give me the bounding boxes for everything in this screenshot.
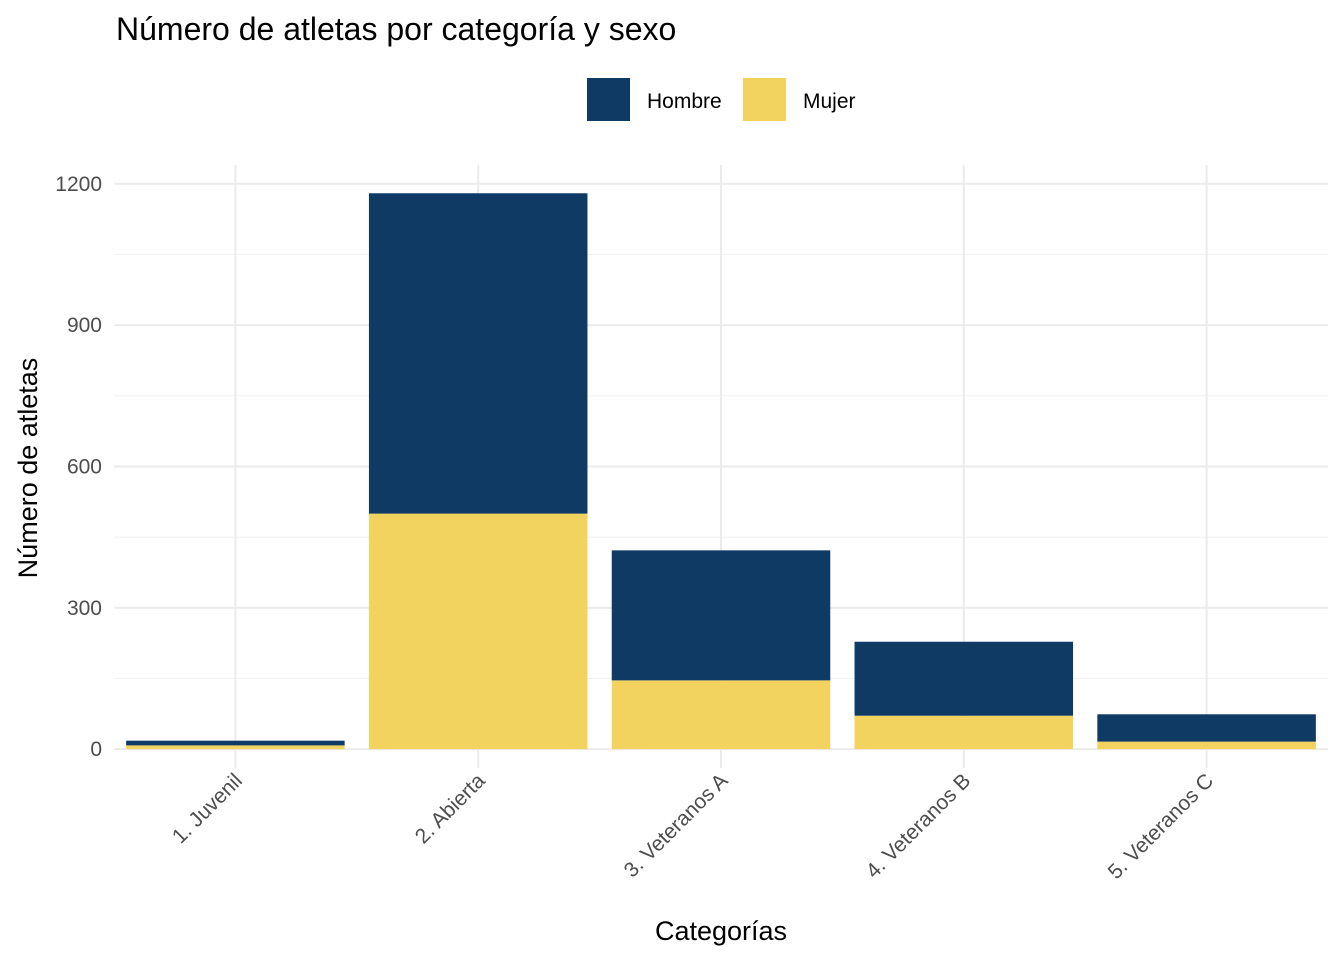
bar-mujer-1 — [126, 745, 345, 750]
legend-label-hombre: Hombre — [647, 90, 722, 113]
legend-key-hombre — [587, 78, 630, 121]
y-tick-label: 900 — [67, 314, 102, 337]
bar-hombre-2 — [368, 193, 588, 514]
x-tick-label: 4. Veteranos B — [862, 769, 976, 883]
x-axis-ticks: 1. Juvenil 2. Abierta 3. Veteranos A 4. Vet… — [168, 769, 1218, 884]
bar-hombre-4 — [854, 641, 1074, 716]
y-tick-label: 0 — [90, 738, 102, 761]
bar-hombre-5 — [1097, 714, 1316, 742]
bars-layer — [126, 193, 1316, 750]
y-tick-label: 600 — [67, 456, 102, 479]
y-tick-label: 1200 — [55, 173, 102, 196]
bar-hombre-1 — [126, 740, 345, 746]
legend: Hombre Mujer — [587, 78, 856, 121]
bar-mujer-2 — [368, 513, 588, 750]
bar-hombre-3 — [611, 550, 831, 681]
y-axis-title: Número de atletas — [13, 358, 43, 579]
x-axis-title: Categorías — [655, 916, 787, 946]
bar-mujer-3 — [611, 680, 831, 750]
x-tick-label: 5. Veteranos C — [1104, 769, 1218, 883]
x-tick-label: 2. Abierta — [411, 769, 490, 848]
x-tick-label: 3. Veteranos A — [620, 769, 733, 882]
chart-title: Número de atletas por categoría y sexo — [116, 11, 676, 47]
x-tick-label: 1. Juvenil — [168, 769, 247, 848]
y-axis-ticks: 0 300 600 900 1200 — [55, 173, 102, 761]
legend-label-mujer: Mujer — [803, 90, 856, 113]
bar-mujer-4 — [854, 715, 1074, 750]
bar-mujer-5 — [1097, 741, 1316, 750]
y-tick-label: 300 — [67, 597, 102, 620]
legend-key-mujer — [743, 78, 786, 121]
